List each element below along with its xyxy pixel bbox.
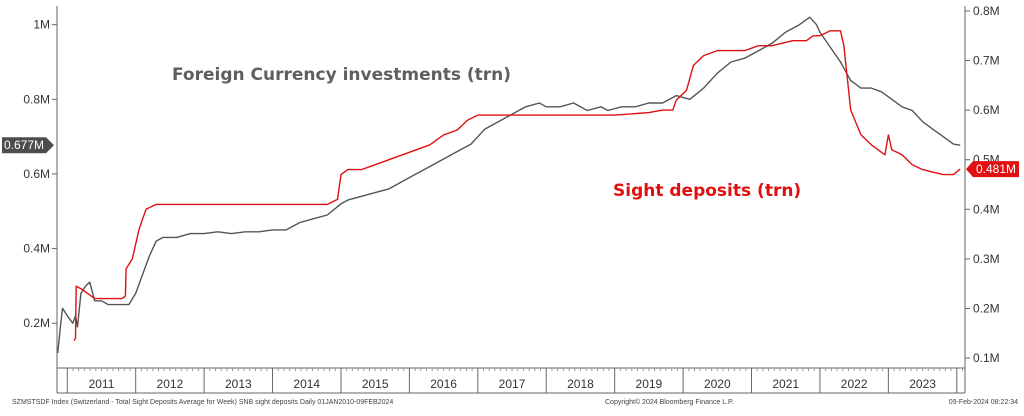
badge-sight-deposits (966, 161, 1019, 178)
x-tick-label: 2020 (704, 377, 731, 391)
annotation-foreign-currency: Foreign Currency investments (trn) (172, 65, 511, 85)
right-tick-label: 0.1M (973, 351, 1000, 365)
x-tick-label: 2019 (636, 377, 663, 391)
right-tick-label: 0.7M (973, 54, 1000, 68)
left-tick-label: 1M (33, 18, 50, 32)
x-tick-label: 2021 (772, 377, 799, 391)
left-tick-label: 0.6M (23, 167, 50, 181)
right-tick-label: 0.3M (973, 252, 1000, 266)
left-tick-label: 0.4M (23, 242, 50, 256)
x-tick-label: 2015 (362, 377, 389, 391)
footer-left: SZMSTSDF Index (Switzerland - Total Sigh… (12, 399, 393, 406)
x-tick-label: 2016 (430, 377, 457, 391)
x-tick-label: 2011 (89, 377, 115, 391)
x-tick-label: 2017 (499, 377, 526, 391)
x-tick-label: 2018 (567, 377, 594, 391)
badge-foreign-currency-label: 0.677M (4, 138, 44, 152)
right-tick-label: 0.2M (973, 301, 1000, 315)
series-line-foreign-currency (57, 16, 961, 354)
x-tick-label: 2023 (909, 377, 936, 391)
badge-foreign-currency (2, 137, 54, 154)
right-tick-label: 0.6M (973, 103, 1000, 117)
x-tick-label: 2013 (225, 377, 252, 391)
x-tick-label: 2022 (841, 377, 868, 391)
annotation-sight-deposits: Sight deposits (trn) (613, 181, 801, 201)
left-tick-label: 0.2M (23, 316, 50, 330)
footer-center: Copyright© 2024 Bloomberg Finance L.P. (605, 398, 734, 406)
right-tick-label: 0.8M (973, 4, 1000, 18)
right-tick-label: 0.4M (973, 202, 1000, 216)
left-tick-label: 0.8M (23, 92, 50, 106)
x-tick-label: 2012 (157, 377, 184, 391)
series-line-sight-deposits (73, 30, 961, 342)
badge-sight-deposits-label: 0.481M (976, 162, 1016, 176)
footer-right: 09-Feb-2024 08:22:34 (949, 399, 1018, 406)
x-tick-label: 2014 (293, 377, 320, 391)
